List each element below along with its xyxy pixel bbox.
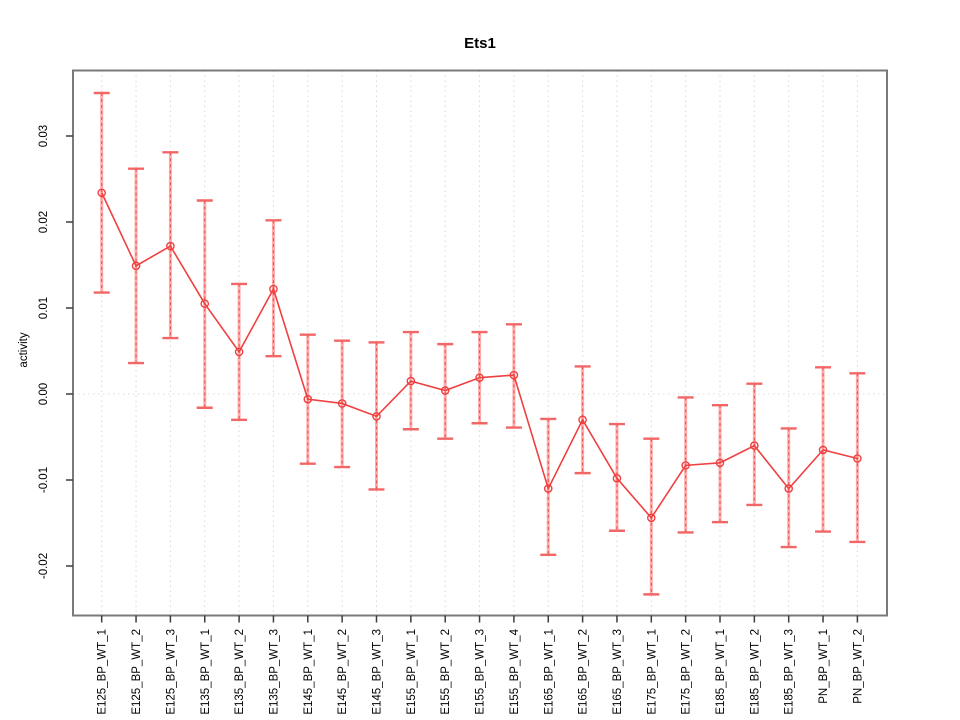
x-tick-label: E175_BP_WT_2 — [681, 629, 693, 715]
data-point-marker — [853, 454, 862, 463]
x-tick-label: E165_BP_WT_1 — [543, 629, 555, 715]
y-tick-label: 0.01 — [38, 297, 50, 319]
grid-layer — [73, 70, 887, 616]
x-tick-label: E125_BP_WT_3 — [165, 629, 177, 715]
x-tick-label: E135_BP_WT_2 — [234, 629, 246, 715]
x-tick-label: E155_BP_WT_1 — [406, 629, 418, 715]
x-tick-label: PN_BP_WT_2 — [852, 629, 864, 704]
x-tick-label: E165_BP_WT_3 — [612, 629, 624, 715]
y-tick-label: 0.00 — [38, 383, 50, 405]
data-point-marker — [166, 241, 175, 251]
x-tick-label: E125_BP_WT_2 — [131, 629, 143, 715]
data-point-marker — [440, 386, 450, 395]
x-tick-label: E175_BP_WT_1 — [646, 629, 658, 715]
data-point-marker — [475, 373, 484, 382]
data-point-marker — [818, 445, 828, 455]
data-point-marker — [269, 284, 278, 294]
x-tick-label: E155_BP_WT_2 — [440, 629, 452, 715]
data-point-marker — [647, 513, 656, 523]
x-tick-label: E165_BP_WT_2 — [578, 629, 590, 715]
x-tick-label: E185_BP_WT_3 — [784, 629, 796, 715]
x-tick-label: PN_BP_WT_1 — [818, 629, 830, 704]
data-point-marker — [337, 399, 347, 408]
data-point-marker — [234, 347, 244, 357]
y-tick-label: 0.03 — [38, 125, 50, 147]
y-tick-label: -0.01 — [38, 467, 50, 493]
data-point-marker — [509, 370, 519, 380]
x-tick-label: E185_BP_WT_2 — [749, 629, 761, 715]
x-tick-label: E185_BP_WT_1 — [715, 629, 727, 715]
x-tick-label: E155_BP_WT_4 — [509, 628, 521, 714]
chart-title: Ets1 — [464, 35, 496, 52]
y-axis-label: activity — [18, 332, 30, 367]
data-point-marker — [681, 461, 690, 470]
data-point-marker — [578, 415, 587, 425]
y-tick-label: 0.02 — [38, 211, 50, 233]
x-tick-label: E135_BP_WT_3 — [268, 629, 280, 715]
data-point-marker — [406, 376, 416, 386]
data-point-marker — [750, 441, 759, 450]
data-point-marker — [543, 484, 553, 493]
data-point-marker — [612, 473, 622, 483]
axes-layer: 0.03 0.02 0.01 0.00 -0.01 -0.02 E125_BP_WT_1 E1… — [38, 125, 864, 715]
data-point-marker — [131, 261, 141, 271]
y-tick-label: -0.02 — [38, 553, 50, 579]
x-tick-label: E125_BP_WT_1 — [97, 629, 109, 715]
data-point-marker — [715, 458, 725, 468]
data-point-marker — [303, 394, 313, 404]
x-tick-label: E145_BP_WT_1 — [303, 629, 315, 715]
data-point-marker — [200, 299, 210, 309]
data-point-marker — [372, 412, 381, 421]
data-point-marker — [97, 188, 106, 198]
x-tick-label: E145_BP_WT_2 — [337, 629, 349, 715]
series-line — [100, 192, 858, 520]
x-tick-label: E155_BP_WT_3 — [475, 629, 487, 715]
data-point-marker — [784, 484, 794, 493]
x-tick-label: E145_BP_WT_3 — [372, 629, 384, 715]
x-tick-label: E135_BP_WT_1 — [200, 629, 212, 715]
data-layer — [93, 91, 866, 596]
